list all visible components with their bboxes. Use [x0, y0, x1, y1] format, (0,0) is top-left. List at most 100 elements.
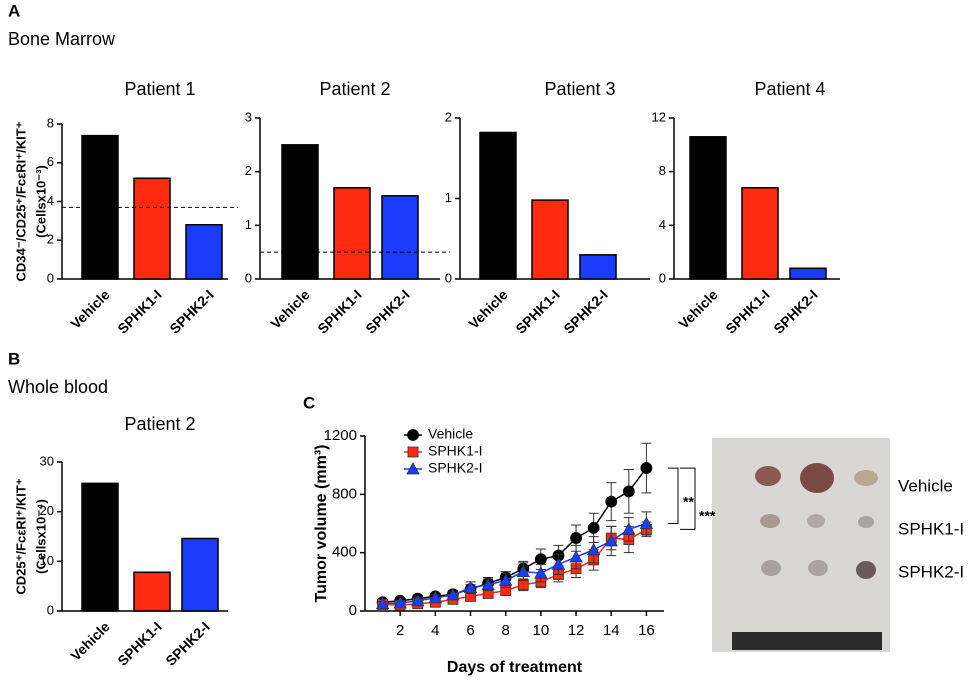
panel-subtitle: Whole blood	[8, 377, 108, 397]
y-tick-label: 4	[659, 217, 666, 232]
legend-label: SPHK2-I	[428, 460, 482, 476]
data-point	[639, 516, 654, 529]
tumor	[760, 514, 780, 528]
y-tick-label: 0	[659, 270, 666, 285]
bar	[531, 199, 569, 280]
y-tick-label: 0	[245, 270, 252, 285]
data-point	[463, 580, 478, 594]
bar	[281, 144, 319, 280]
photo-label: SPHK2-I	[898, 562, 964, 581]
x-tick-label: SPHK1-I	[512, 286, 562, 336]
legend-marker	[406, 462, 420, 475]
x-tick-label: SPHK2-I	[560, 286, 610, 336]
x-tick-label: 16	[638, 622, 655, 639]
bar	[479, 131, 517, 280]
bar	[185, 224, 223, 280]
x-axis-label: Days of treatment	[447, 659, 583, 676]
bar	[81, 482, 119, 612]
x-tick-label: Vehicle	[67, 618, 113, 664]
y-tick-label: 10	[40, 553, 54, 568]
data-point	[622, 522, 636, 535]
series-line	[382, 522, 647, 605]
tumor	[854, 470, 878, 486]
photo-background	[712, 438, 890, 652]
tumor	[800, 463, 834, 493]
bar	[381, 195, 419, 280]
data-point	[587, 521, 600, 534]
data-point	[499, 573, 513, 586]
x-tick-label: SPHK1-I	[722, 286, 772, 336]
y-tick-label: 0	[445, 270, 452, 285]
x-tick-label: 2	[396, 622, 404, 639]
tumor-photo	[712, 438, 890, 652]
x-tick-label: Vehicle	[267, 286, 313, 332]
y-tick-label: 2	[445, 109, 452, 124]
x-tick-label: SPHK1-I	[114, 286, 164, 336]
panel-label: B	[8, 349, 20, 368]
photo-label: Vehicle	[898, 476, 953, 495]
x-tick-label: SPHK2-I	[162, 618, 212, 668]
y-tick-label: 30	[40, 453, 54, 468]
tumor	[755, 466, 781, 486]
y-tick-label: 400	[332, 544, 357, 561]
y-axis-label: CD34⁻/CD25⁺/FcεRI⁺/KIT⁺	[13, 121, 28, 281]
chart-title: Patient 2	[319, 79, 390, 99]
data-point	[517, 579, 529, 591]
y-tick-label: 0	[349, 602, 357, 619]
tumor	[761, 560, 781, 576]
data-point	[569, 550, 583, 563]
y-tick-label: 4	[47, 193, 54, 208]
data-point	[375, 596, 390, 610]
x-tick-label: 14	[603, 622, 620, 639]
x-tick-label: 10	[533, 622, 550, 639]
data-point	[640, 462, 653, 474]
y-axis-label: (Cellsx10⁻⁴)	[33, 499, 48, 574]
tumor	[808, 560, 828, 576]
y-axis-label: CD25⁺/FcεRI⁺/KIT⁺	[13, 478, 28, 594]
tumor	[856, 561, 876, 579]
y-tick-label: 6	[47, 154, 54, 169]
photo-label: SPHK1-I	[898, 519, 964, 538]
tumor	[807, 514, 825, 528]
bar	[133, 177, 171, 280]
chart-title: Patient 4	[754, 79, 825, 99]
bar	[181, 537, 219, 612]
bar	[579, 254, 617, 280]
y-tick-label: 1	[245, 217, 252, 232]
series-line	[382, 528, 647, 606]
y-tick-label: 3	[245, 109, 252, 124]
legend-marker	[407, 429, 419, 441]
ruler	[732, 632, 882, 650]
chart-title: Patient 1	[124, 79, 195, 99]
bracket	[680, 467, 696, 530]
chart-title: Patient 2	[124, 414, 195, 434]
x-tick-label: 12	[568, 622, 585, 639]
legend-marker	[407, 446, 419, 458]
y-tick-label: 2	[245, 163, 252, 178]
x-tick-label: SPHK1-I	[114, 618, 164, 668]
x-tick-label: Vehicle	[67, 286, 113, 332]
data-point	[622, 485, 635, 498]
series-line	[382, 467, 648, 603]
data-point	[411, 593, 425, 607]
tumor	[858, 516, 874, 528]
data-point	[586, 542, 601, 556]
data-point	[481, 577, 495, 591]
y-axis-label: (Cellsx10⁻³)	[33, 165, 48, 238]
x-tick-label: SPHK2-I	[770, 286, 820, 336]
x-tick-label: Vehicle	[465, 286, 511, 332]
bar	[133, 571, 171, 612]
bar	[689, 136, 727, 280]
y-tick-label: 20	[40, 503, 54, 518]
legend-label: SPHK1-I	[428, 443, 482, 459]
y-axis-label: Tumor volume (mm³)	[313, 445, 330, 603]
data-point	[516, 564, 530, 578]
y-tick-label: 2	[47, 232, 54, 247]
panel-subtitle: Bone Marrow	[8, 29, 116, 49]
x-tick-label: 4	[431, 622, 439, 639]
y-tick-label: 800	[332, 485, 357, 502]
y-tick-label: 8	[659, 163, 666, 178]
y-tick-label: 1	[445, 190, 452, 205]
data-point	[534, 566, 548, 579]
